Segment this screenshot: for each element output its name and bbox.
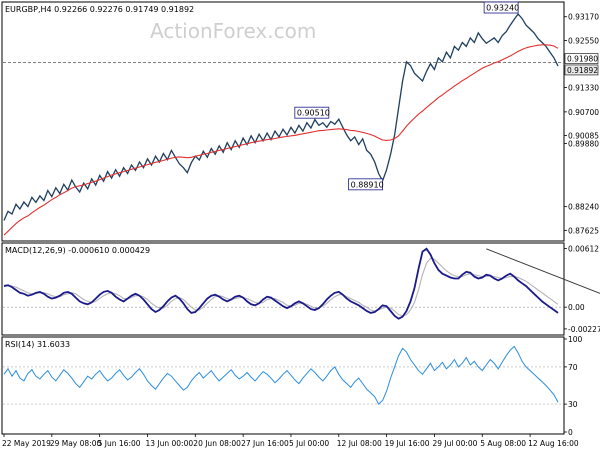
price-axis-tick-label: 0.93170 — [568, 13, 599, 22]
price-annotation-box — [294, 106, 330, 119]
current-price-label: 0.91892 — [567, 66, 598, 75]
macd-panel: 0.00612 0.00 -0.002273 — [3, 245, 600, 334]
current-price-tag — [564, 53, 599, 64]
macd-axis-tick-label: -0.002273 — [568, 325, 600, 334]
macd-trendline — [486, 248, 600, 294]
x-axis-tick-label: 19 Jul 16:00 — [385, 439, 430, 448]
rsi-panel: 100 70 30 0 — [3, 335, 583, 437]
rsi-axis-tick-label: 100 — [568, 335, 583, 344]
price-axis-tick-label: 0.90700 — [568, 108, 599, 117]
price-title: EURGBP,H4 0.92266 0.92276 0.91749 0.9189… — [5, 5, 194, 14]
x-axis-tick-label: 12 Jul 08:00 — [337, 439, 382, 448]
x-axis-tick-label: 29 May 08:00 — [50, 439, 102, 448]
macd-line — [3, 247, 559, 320]
x-axis-tick-label: 13 Jun 00:00 — [145, 439, 193, 448]
x-axis-tick-label: 5 Jul 00:00 — [289, 439, 329, 448]
price-axis-tick-label: 0.87625 — [568, 226, 599, 235]
current-price-label: 0.91980 — [567, 55, 598, 64]
current-price-tag — [564, 64, 599, 76]
price-series-line — [3, 12, 559, 221]
price-axis-tick-label: 0.92550 — [568, 37, 599, 46]
price-annotation-box — [348, 178, 384, 191]
rsi-axis-tick-label: 70 — [568, 363, 578, 372]
rsi-axis-tick-label: 0 — [568, 428, 573, 437]
price-panel-frame — [1, 1, 565, 242]
price-annotation-label: 0.88910 — [351, 180, 384, 189]
price-axis-tick-label: 0.90085 — [568, 132, 599, 141]
macd-panel-frame — [1, 242, 565, 336]
x-axis-tick-label: 22 May 2019 — [2, 439, 51, 448]
moving-average-line — [3, 44, 559, 236]
rsi-line — [3, 345, 559, 405]
x-axis-tick-label: 20 Jun 08:00 — [193, 439, 241, 448]
rsi-axis-tick-label: 30 — [568, 400, 578, 409]
rsi-panel-frame — [1, 336, 565, 435]
x-axis-tick-label: 12 Aug 16:00 — [528, 439, 579, 448]
x-axis-tick-label: 5 Jun 16:00 — [98, 439, 141, 448]
macd-signal-line — [4, 257, 559, 317]
price-annotation-label: 0.90510 — [297, 109, 330, 118]
macd-axis-tick-label: 0.00612 — [568, 245, 599, 254]
x-axis-tick-label: 29 Jul 00:00 — [432, 439, 477, 448]
macd-title: MACD(12,26,9) -0.000610 0.000429 — [5, 246, 150, 255]
price-axis-tick-label: 0.91330 — [568, 84, 599, 93]
macd-axis-tick-label: 0.00 — [568, 303, 585, 312]
watermark: ActionForex.com — [150, 19, 316, 43]
price-annotation-label: 0.93240 — [486, 4, 519, 13]
x-axis-tick-label: 5 Aug 08:00 — [480, 439, 526, 448]
price-axis-tick-label: 0.89880 — [568, 139, 599, 148]
price-annotation-box — [483, 1, 519, 14]
price-panel: 0.93240 0.90510 0.88910 0.93170 0.92550 0.913… — [3, 1, 599, 236]
x-axis-tick-label: 27 Jun 16:00 — [241, 439, 289, 448]
price-axis-tick-label: 0.88240 — [568, 203, 599, 212]
rsi-title: RSI(14) 31.6033 — [5, 340, 70, 349]
